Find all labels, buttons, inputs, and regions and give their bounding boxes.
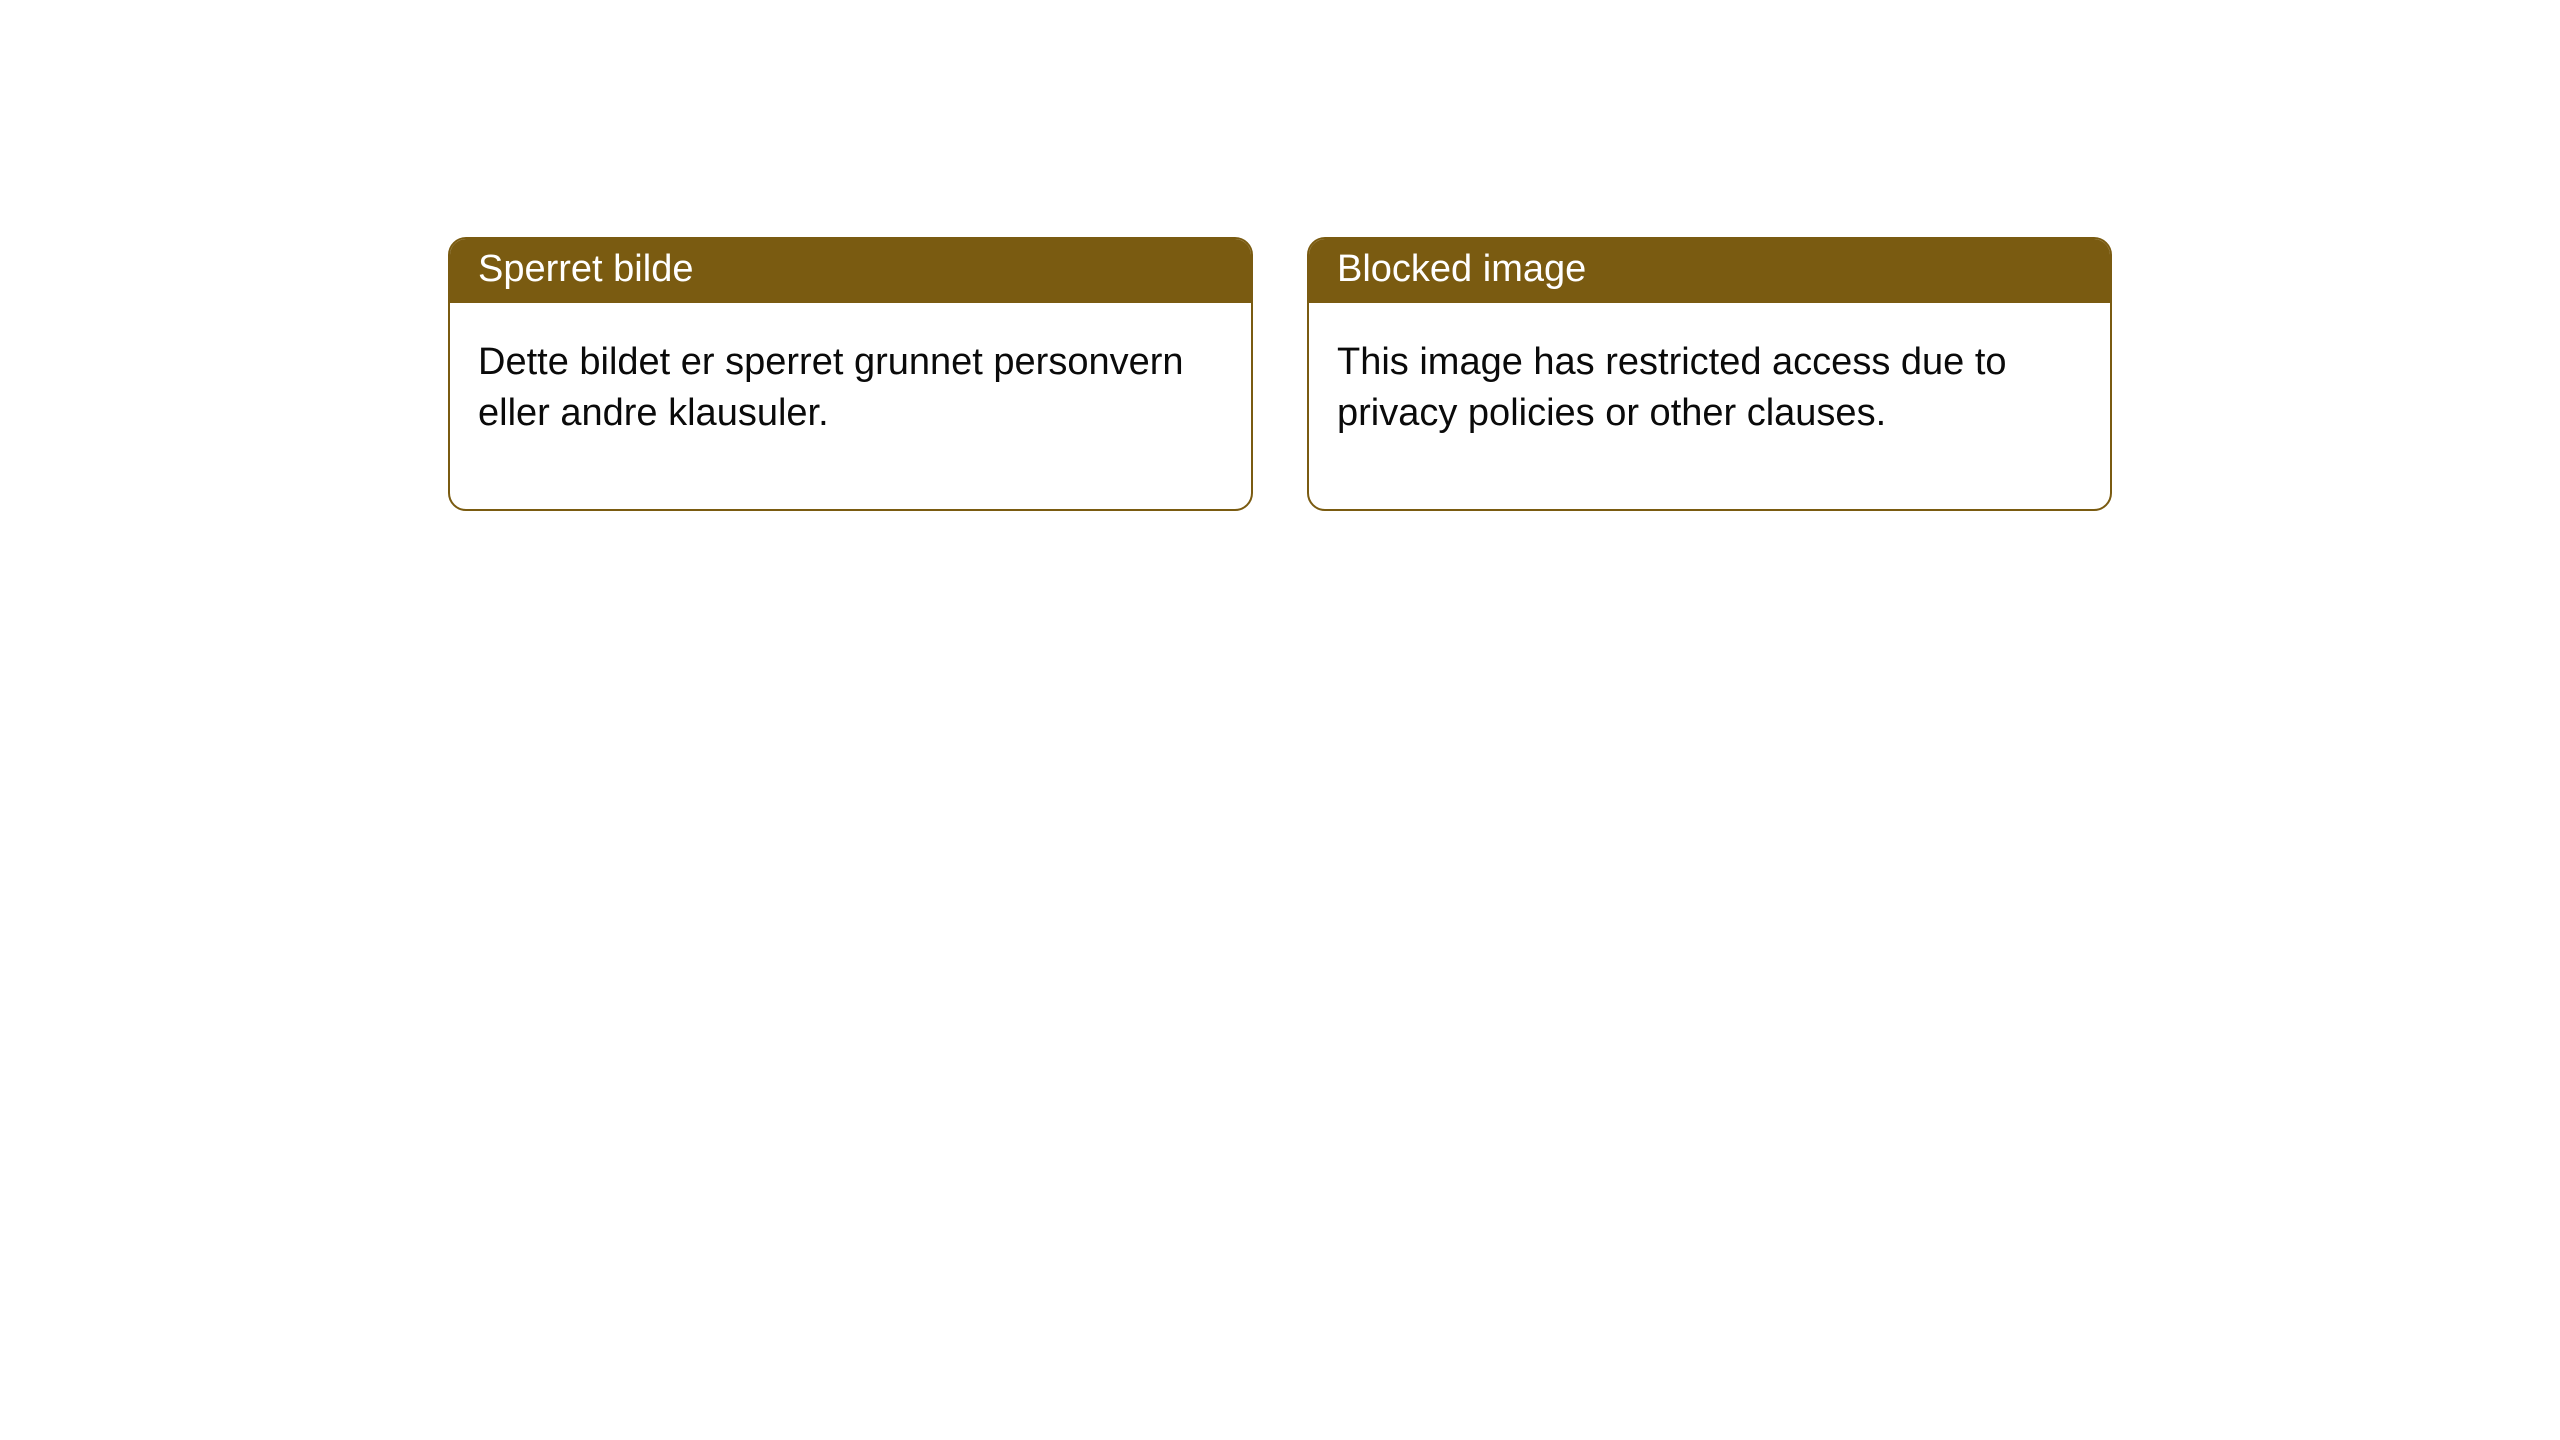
notice-body-no: Dette bildet er sperret grunnet personve… (450, 303, 1251, 510)
notice-header-no: Sperret bilde (450, 239, 1251, 303)
notice-header-en: Blocked image (1309, 239, 2110, 303)
notice-container: Sperret bilde Dette bildet er sperret gr… (0, 0, 2560, 511)
notice-card-no: Sperret bilde Dette bildet er sperret gr… (448, 237, 1253, 511)
notice-card-en: Blocked image This image has restricted … (1307, 237, 2112, 511)
notice-body-en: This image has restricted access due to … (1309, 303, 2110, 510)
